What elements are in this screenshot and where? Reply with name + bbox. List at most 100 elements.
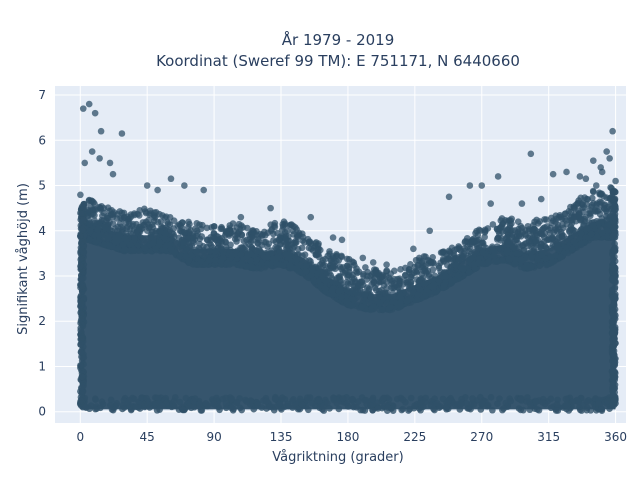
data-point xyxy=(343,285,351,293)
data-point xyxy=(310,276,317,284)
data-point xyxy=(384,404,392,411)
data-point xyxy=(489,221,497,228)
data-point xyxy=(333,399,341,407)
data-point xyxy=(319,273,326,280)
y-axis-title: Signifikant våghöjd (m) xyxy=(16,183,31,335)
data-point xyxy=(338,293,345,301)
data-point xyxy=(228,252,236,260)
data-point xyxy=(91,211,98,219)
data-point xyxy=(162,224,169,232)
data-point xyxy=(539,399,546,406)
y-tick-label: 0 xyxy=(38,405,46,419)
outlier-point xyxy=(426,227,434,235)
data-point xyxy=(465,268,473,276)
data-point xyxy=(411,402,418,409)
data-point xyxy=(269,255,277,263)
data-point xyxy=(589,187,597,195)
data-point xyxy=(367,306,374,314)
data-point xyxy=(361,291,369,298)
data-point xyxy=(210,400,218,407)
data-point xyxy=(235,228,243,236)
data-point xyxy=(422,292,429,299)
data-point xyxy=(503,226,511,233)
data-point xyxy=(238,406,246,414)
data-point xyxy=(574,199,582,207)
data-point xyxy=(104,212,111,220)
data-point xyxy=(76,232,84,240)
data-point xyxy=(296,395,304,403)
outlier-point xyxy=(106,159,114,167)
data-point xyxy=(487,394,495,401)
chart-title: År 1979 - 2019 xyxy=(282,30,395,49)
data-point xyxy=(213,394,220,402)
data-point xyxy=(391,267,398,275)
data-point xyxy=(107,396,115,404)
data-point xyxy=(77,341,84,348)
outlier-point xyxy=(576,173,584,180)
data-point xyxy=(511,260,519,268)
outlier-point xyxy=(329,234,337,241)
data-point xyxy=(98,217,105,224)
data-point xyxy=(479,260,486,268)
data-point xyxy=(199,221,206,229)
data-point xyxy=(302,268,310,275)
data-point xyxy=(485,258,492,265)
data-point xyxy=(469,395,476,402)
data-point xyxy=(609,264,616,272)
data-point xyxy=(210,233,217,241)
data-point xyxy=(563,402,571,410)
data-point xyxy=(130,246,138,254)
data-point xyxy=(569,245,576,253)
data-point xyxy=(548,259,555,267)
outlier-point xyxy=(118,130,126,137)
data-point xyxy=(452,261,460,269)
data-point xyxy=(553,243,561,250)
data-point xyxy=(355,398,362,405)
data-point xyxy=(456,406,464,413)
data-point xyxy=(498,222,506,230)
data-point xyxy=(80,249,88,256)
y-tick-label: 1 xyxy=(38,359,46,373)
data-point xyxy=(367,401,374,409)
data-point xyxy=(532,226,539,234)
data-point xyxy=(477,406,485,413)
data-point xyxy=(196,400,203,408)
data-point xyxy=(206,247,213,255)
outlier-point xyxy=(563,168,570,176)
data-point xyxy=(369,407,376,414)
data-point xyxy=(523,254,530,262)
data-point xyxy=(457,400,465,408)
data-point xyxy=(562,395,570,403)
data-point xyxy=(565,208,573,215)
data-point xyxy=(527,248,535,256)
data-point xyxy=(287,241,295,248)
data-point xyxy=(541,216,548,223)
data-point xyxy=(433,400,441,407)
data-point xyxy=(226,261,233,268)
data-point xyxy=(78,315,85,323)
outlier-point xyxy=(549,170,557,178)
data-point xyxy=(176,398,184,406)
data-point xyxy=(466,256,474,263)
data-point xyxy=(458,395,465,403)
data-point xyxy=(121,235,129,242)
data-point xyxy=(78,254,85,262)
data-point xyxy=(238,260,246,268)
data-point xyxy=(484,402,491,410)
data-point xyxy=(235,220,243,228)
data-point xyxy=(612,339,619,347)
data-point xyxy=(344,403,352,410)
data-point xyxy=(566,227,573,234)
data-point xyxy=(538,252,546,259)
data-point xyxy=(104,234,112,241)
data-point xyxy=(386,304,394,311)
data-point xyxy=(576,211,583,219)
data-point xyxy=(106,242,114,250)
outlier-point xyxy=(109,170,117,178)
outlier-point xyxy=(589,157,597,164)
data-point xyxy=(175,234,183,242)
data-point xyxy=(558,215,566,223)
data-point xyxy=(520,406,527,414)
data-point xyxy=(243,263,251,270)
y-tick-label: 7 xyxy=(38,88,46,102)
